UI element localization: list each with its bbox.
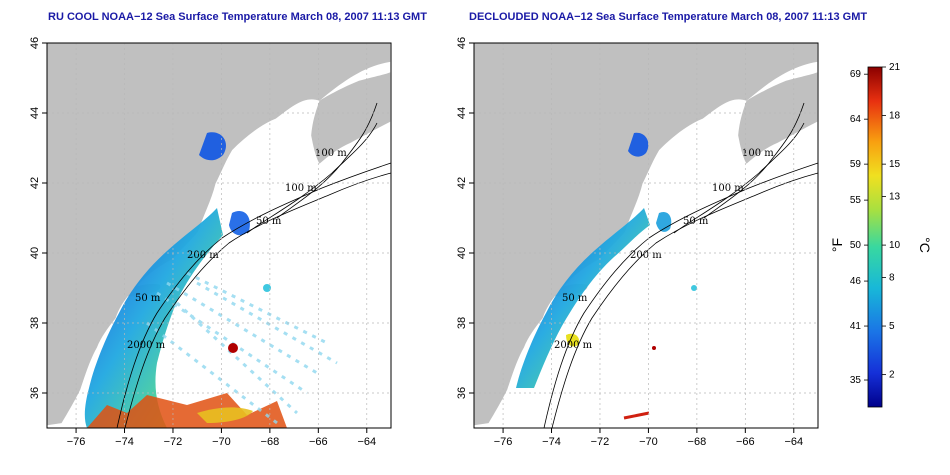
- lat-tick-label: 38: [29, 317, 41, 329]
- lat-tick-label: 36: [29, 387, 41, 399]
- celsius-tick-label: 18: [889, 111, 901, 122]
- fahrenheit-tick-label: 35: [850, 375, 862, 386]
- fahrenheit-tick-label: 50: [850, 240, 862, 251]
- lon-tick-label: −76: [494, 436, 513, 448]
- lon-tick-label: −74: [115, 436, 134, 448]
- lat-tick-label: 44: [29, 107, 41, 119]
- contour-label: 2000 m: [127, 340, 166, 351]
- lon-tick-label: −64: [357, 436, 376, 448]
- lon-tick-label: −70: [639, 436, 658, 448]
- contour-label: 200 m: [630, 250, 662, 261]
- fahrenheit-tick-label: 69: [850, 69, 862, 80]
- contour-label: 50 m: [135, 293, 161, 304]
- celsius-tick-label: 15: [889, 159, 901, 170]
- right-gridlines: [474, 42, 818, 428]
- lon-tick-label: −66: [736, 436, 755, 448]
- fahrenheit-tick-label: 64: [850, 114, 862, 125]
- fahrenheit-tick-label: 41: [850, 321, 862, 332]
- left-map-title: RU COOL NOAA−12 Sea Surface Temperature …: [48, 11, 427, 23]
- lat-tick-label: 38: [456, 317, 468, 329]
- right-plot-frame: [473, 42, 819, 429]
- fahrenheit-tick-label: 59: [850, 159, 862, 170]
- fahrenheit-tick-label: 46: [850, 276, 862, 287]
- contour-label: 100 m: [285, 183, 317, 194]
- celsius-tick-label: 8: [889, 272, 895, 283]
- celsius-tick-label: 10: [889, 240, 901, 251]
- contour-label: 100 m: [712, 183, 744, 194]
- contour-label: 200 m: [187, 250, 219, 261]
- lon-tick-label: −74: [542, 436, 561, 448]
- contour-label: 50 m: [256, 216, 282, 227]
- right-map-title: DECLOUDED NOAA−12 Sea Surface Temperatur…: [469, 11, 868, 23]
- right-bathymetry-contours: [543, 102, 819, 429]
- celsius-unit-label: °C: [917, 237, 933, 253]
- lon-tick-label: −68: [688, 436, 707, 448]
- temperature-colorbar: 21 18 15 13 10 8 5 2 69 64 59 55 50 46 41 35 °F °C: [829, 62, 933, 408]
- celsius-tick-label: 13: [889, 192, 901, 203]
- right-contour-labels: 100 m 100 m 50 m 200 m 50 m 2000 m: [554, 148, 774, 351]
- lat-tick-label: 42: [29, 177, 41, 189]
- contour-label: 100 m: [315, 148, 347, 159]
- colorbar-ticks: 21 18 15 13 10 8 5 2 69 64 59 55 50 46 41 35: [850, 62, 901, 386]
- lon-tick-label: −72: [591, 436, 610, 448]
- contour-label: 2000 m: [554, 340, 593, 351]
- left-plot-frame: [46, 42, 392, 429]
- lon-tick-label: −72: [164, 436, 183, 448]
- colorbar-gradient: [867, 66, 883, 408]
- fahrenheit-tick-label: 55: [850, 195, 862, 206]
- lat-tick-label: 42: [456, 177, 468, 189]
- lat-tick-label: 46: [456, 37, 468, 49]
- lon-tick-label: −68: [261, 436, 280, 448]
- lat-tick-label: 40: [456, 247, 468, 259]
- contour-label: 50 m: [562, 293, 588, 304]
- right-map-panel: 100 m 100 m 50 m 200 m 50 m 2000 m −76 −7…: [456, 37, 819, 448]
- left-contour-labels: 100 m 100 m 50 m 200 m 50 m 2000 m: [127, 148, 347, 351]
- right-sst-field: [516, 132, 697, 420]
- celsius-tick-label: 2: [889, 370, 895, 381]
- lon-tick-label: −76: [67, 436, 86, 448]
- left-lat-axis: 36 38 40 42 44 46: [29, 37, 47, 399]
- left-map-panel: 100 m 100 m 50 m 200 m 50 m 2000 m −76 −7…: [29, 37, 392, 448]
- lat-tick-label: 44: [456, 107, 468, 119]
- right-lon-axis: −76 −74 −72 −70 −68 −66 −64: [494, 428, 803, 448]
- contour-label: 100 m: [742, 148, 774, 159]
- lat-tick-label: 46: [29, 37, 41, 49]
- lat-tick-label: 40: [29, 247, 41, 259]
- left-lon-axis: −76 −74 −72 −70 −68 −66 −64: [67, 428, 376, 448]
- contour-label: 50 m: [683, 216, 709, 227]
- right-lat-axis: 36 38 40 42 44 46: [456, 37, 474, 399]
- celsius-tick-label: 21: [889, 62, 901, 73]
- left-bathymetry-contours: [116, 102, 392, 429]
- lon-tick-label: −64: [784, 436, 803, 448]
- lat-tick-label: 36: [456, 387, 468, 399]
- fahrenheit-unit-label: °F: [829, 238, 845, 252]
- lon-tick-label: −66: [309, 436, 328, 448]
- celsius-tick-label: 5: [889, 321, 895, 332]
- lon-tick-label: −70: [212, 436, 231, 448]
